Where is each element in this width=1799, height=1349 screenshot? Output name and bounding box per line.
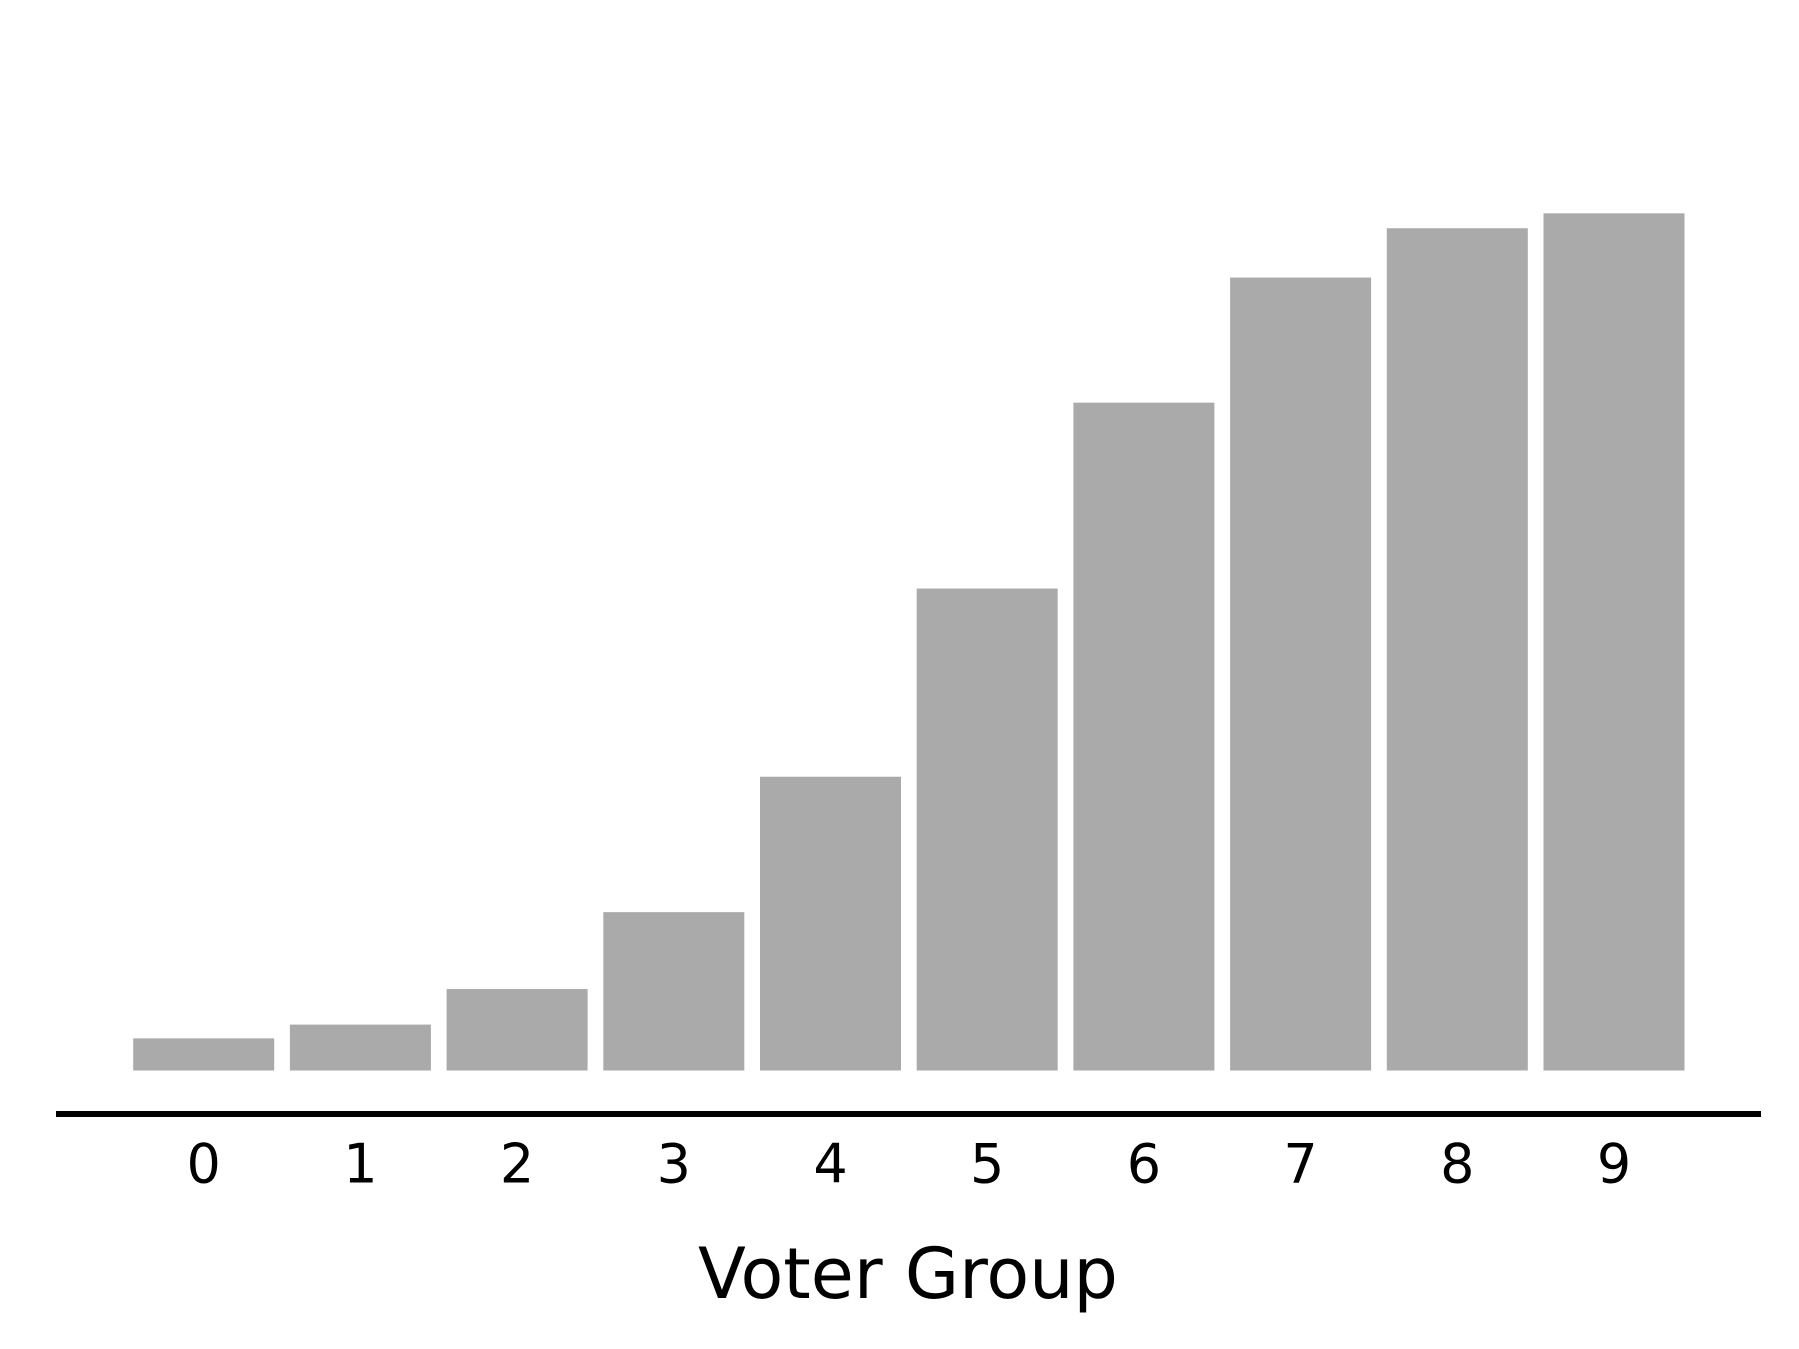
bar bbox=[916, 588, 1058, 1071]
x-tick-label: 4 bbox=[813, 1133, 847, 1196]
x-tick-label: 9 bbox=[1597, 1133, 1631, 1196]
bar bbox=[1543, 213, 1685, 1071]
bar bbox=[446, 989, 588, 1071]
x-tick-label: 0 bbox=[187, 1133, 221, 1196]
bar bbox=[1073, 402, 1215, 1071]
bar bbox=[289, 1024, 431, 1071]
x-tick-label: 2 bbox=[500, 1133, 534, 1196]
bar bbox=[1386, 228, 1528, 1071]
x-tick-label: 5 bbox=[970, 1133, 1004, 1196]
bar bbox=[133, 1038, 275, 1071]
x-tick-label: 7 bbox=[1283, 1133, 1317, 1196]
x-tick-label: 1 bbox=[343, 1133, 377, 1196]
bar bbox=[603, 912, 745, 1071]
bar bbox=[1230, 277, 1372, 1071]
x-axis-label: Voter Group bbox=[698, 1233, 1118, 1315]
bar bbox=[760, 776, 901, 1071]
x-tick-label: 3 bbox=[657, 1133, 691, 1196]
x-tick-label: 8 bbox=[1440, 1133, 1474, 1196]
x-tick-label: 6 bbox=[1127, 1133, 1161, 1196]
